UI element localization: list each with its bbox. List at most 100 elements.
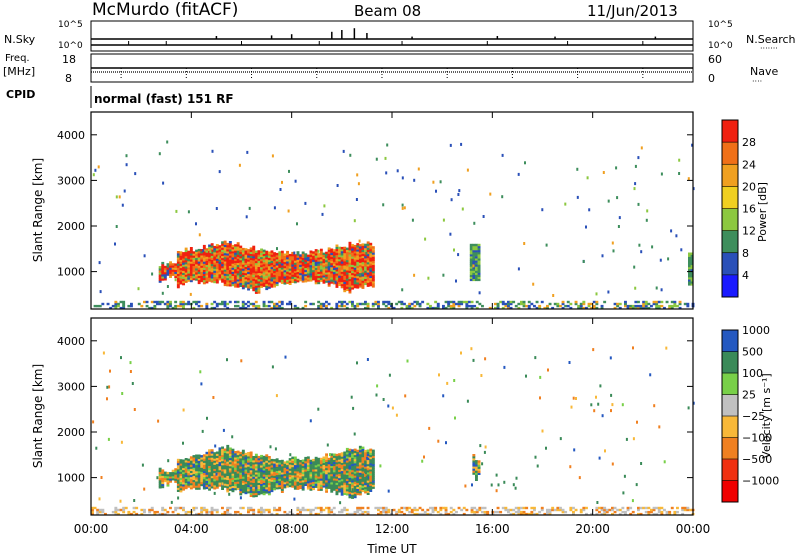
- heatmap-cell: [637, 300, 640, 304]
- heatmap-cell: [239, 270, 243, 273]
- heatmap-cell: [197, 454, 201, 457]
- heatmap-cell: [189, 261, 193, 264]
- heatmap-cell: [410, 302, 414, 306]
- heatmap-cell: [98, 497, 101, 501]
- heatmap-cell: [254, 476, 258, 479]
- heatmap-cell: [213, 252, 217, 255]
- heatmap-cell: [480, 374, 483, 377]
- heatmap-cell: [291, 479, 295, 482]
- heatmap-cell: [283, 280, 287, 283]
- heatmap-cell: [351, 449, 354, 452]
- heatmap-cell: [161, 278, 165, 281]
- heatmap-cell: [335, 457, 339, 461]
- heatmap-cell: [260, 281, 263, 284]
- heatmap-cell: [239, 260, 243, 263]
- heatmap-cell: [179, 465, 183, 468]
- heatmap-cell: [197, 466, 201, 470]
- heatmap-cell: [477, 468, 481, 471]
- heatmap-cell: [533, 508, 536, 512]
- heatmap-cell: [361, 286, 365, 289]
- heatmap-cell: [639, 306, 643, 310]
- heatmap-cell: [676, 510, 679, 514]
- heatmap-cell: [166, 271, 170, 274]
- colorbar-tick-label: −500: [742, 453, 772, 466]
- heatmap-cell: [205, 256, 209, 259]
- heatmap-cell: [241, 258, 245, 261]
- heatmap-cell: [322, 460, 326, 463]
- heatmap-cell: [254, 474, 258, 477]
- heatmap-cell: [218, 263, 222, 267]
- heatmap-cell: [208, 482, 211, 485]
- heatmap-cell: [306, 474, 310, 478]
- heatmap-cell: [361, 257, 365, 261]
- heatmap-cell: [265, 489, 269, 492]
- heatmap-cell: [192, 455, 196, 458]
- heatmap-cell: [325, 457, 328, 460]
- heatmap-cell: [158, 280, 162, 283]
- heatmap-cell: [304, 469, 308, 472]
- heatmap-cell: [169, 478, 172, 481]
- heatmap-cell: [161, 506, 165, 510]
- heatmap-cell: [275, 269, 279, 272]
- heatmap-cell: [551, 506, 555, 510]
- heatmap-cell: [358, 493, 362, 496]
- heatmap-cell: [304, 257, 308, 260]
- heatmap-cell: [265, 508, 269, 512]
- heatmap-cell: [429, 304, 432, 308]
- heatmap-cell: [244, 485, 248, 488]
- heatmap-cell: [435, 189, 437, 193]
- heatmap-cell: [218, 474, 222, 477]
- heatmap-cell: [309, 482, 313, 485]
- heatmap-cell: [208, 265, 211, 268]
- heatmap-cell: [304, 481, 308, 484]
- heatmap-cell: [252, 249, 256, 253]
- heatmap-cell: [221, 280, 224, 283]
- heatmap-cell: [184, 255, 188, 259]
- heatmap-cell: [158, 270, 162, 273]
- heatmap-cell: [244, 465, 248, 468]
- heatmap-cell: [221, 448, 224, 451]
- heatmap-cell: [288, 274, 292, 277]
- heatmap-cell: [244, 252, 248, 255]
- heatmap-cell: [472, 245, 476, 249]
- heatmap-cell: [275, 267, 279, 270]
- heatmap-cell: [387, 404, 390, 408]
- heatmap-cell: [296, 508, 300, 512]
- heatmap-cell: [252, 254, 256, 257]
- heatmap-cell: [265, 269, 269, 272]
- heatmap-cell: [314, 261, 318, 264]
- heatmap-cell: [678, 172, 681, 175]
- heatmap-cell: [304, 463, 308, 466]
- heatmap-cell: [158, 484, 162, 487]
- heatmap-cell: [286, 460, 289, 463]
- heatmap-cell: [93, 506, 97, 510]
- heatmap-cell: [275, 466, 279, 469]
- heatmap-cell: [306, 266, 310, 270]
- heatmap-cell: [312, 465, 315, 468]
- heatmap-cell: [345, 276, 349, 279]
- heatmap-cell: [182, 304, 185, 308]
- heatmap-cell: [358, 246, 362, 249]
- heatmap-cell: [265, 273, 269, 276]
- heatmap-cell: [366, 451, 370, 454]
- heatmap-cell: [353, 448, 357, 451]
- heatmap-cell: [473, 510, 477, 514]
- station-title: McMurdo (fitACF): [92, 0, 239, 20]
- heatmap-cell: [265, 261, 269, 264]
- heatmap-cell: [244, 274, 248, 278]
- heatmap-cell: [477, 464, 481, 467]
- heatmap-cell: [286, 269, 289, 272]
- heatmap-cell: [257, 279, 261, 282]
- heatmap-cell: [133, 499, 136, 502]
- heatmap-cell: [345, 447, 349, 451]
- heatmap-cell: [306, 460, 310, 463]
- heatmap-cell: [187, 256, 191, 260]
- heatmap-cell: [332, 472, 336, 475]
- heatmap-cell: [98, 261, 101, 265]
- heatmap-cell: [356, 251, 360, 254]
- heatmap-cell: [299, 512, 302, 516]
- heatmap-cell: [324, 254, 327, 258]
- heatmap-cell: [345, 486, 349, 490]
- heatmap-cell: [472, 456, 476, 459]
